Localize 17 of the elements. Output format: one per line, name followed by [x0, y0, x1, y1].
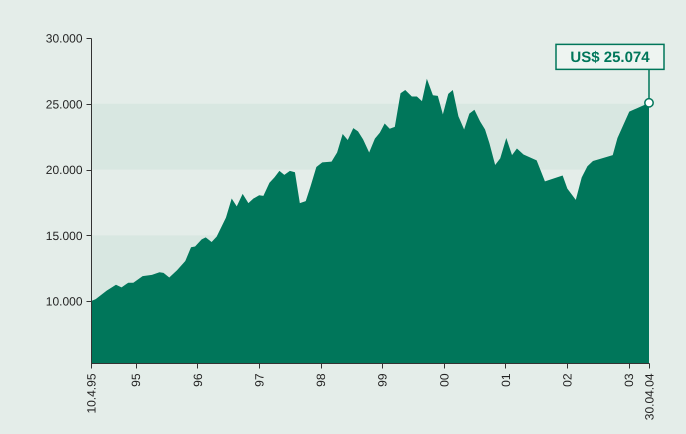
x-tick-label: 01 — [498, 373, 513, 387]
x-tick-label: 97 — [252, 373, 267, 387]
y-tick-label: 25.000 — [46, 97, 83, 112]
y-tick-label: 10.000 — [46, 294, 83, 309]
x-tick-label: 99 — [376, 373, 390, 387]
x-tick-label: 96 — [190, 373, 205, 387]
annotation: US$ 25.074 — [570, 48, 650, 66]
x-tick-label: 00 — [437, 373, 452, 387]
x-tick-label: 95 — [129, 373, 144, 387]
y-tick-label: 15.000 — [46, 228, 83, 243]
y-tick-label: 20.000 — [46, 163, 83, 178]
y-tick-label: 30.000 — [46, 32, 83, 46]
x-tick-label: 98 — [314, 373, 328, 387]
x-tick-label: 03 — [622, 373, 636, 387]
x-tick-label: 02 — [560, 373, 575, 387]
x-tick-label: 10.4.95 — [84, 373, 98, 414]
x-tick-label: 30.04.04 — [642, 373, 656, 420]
